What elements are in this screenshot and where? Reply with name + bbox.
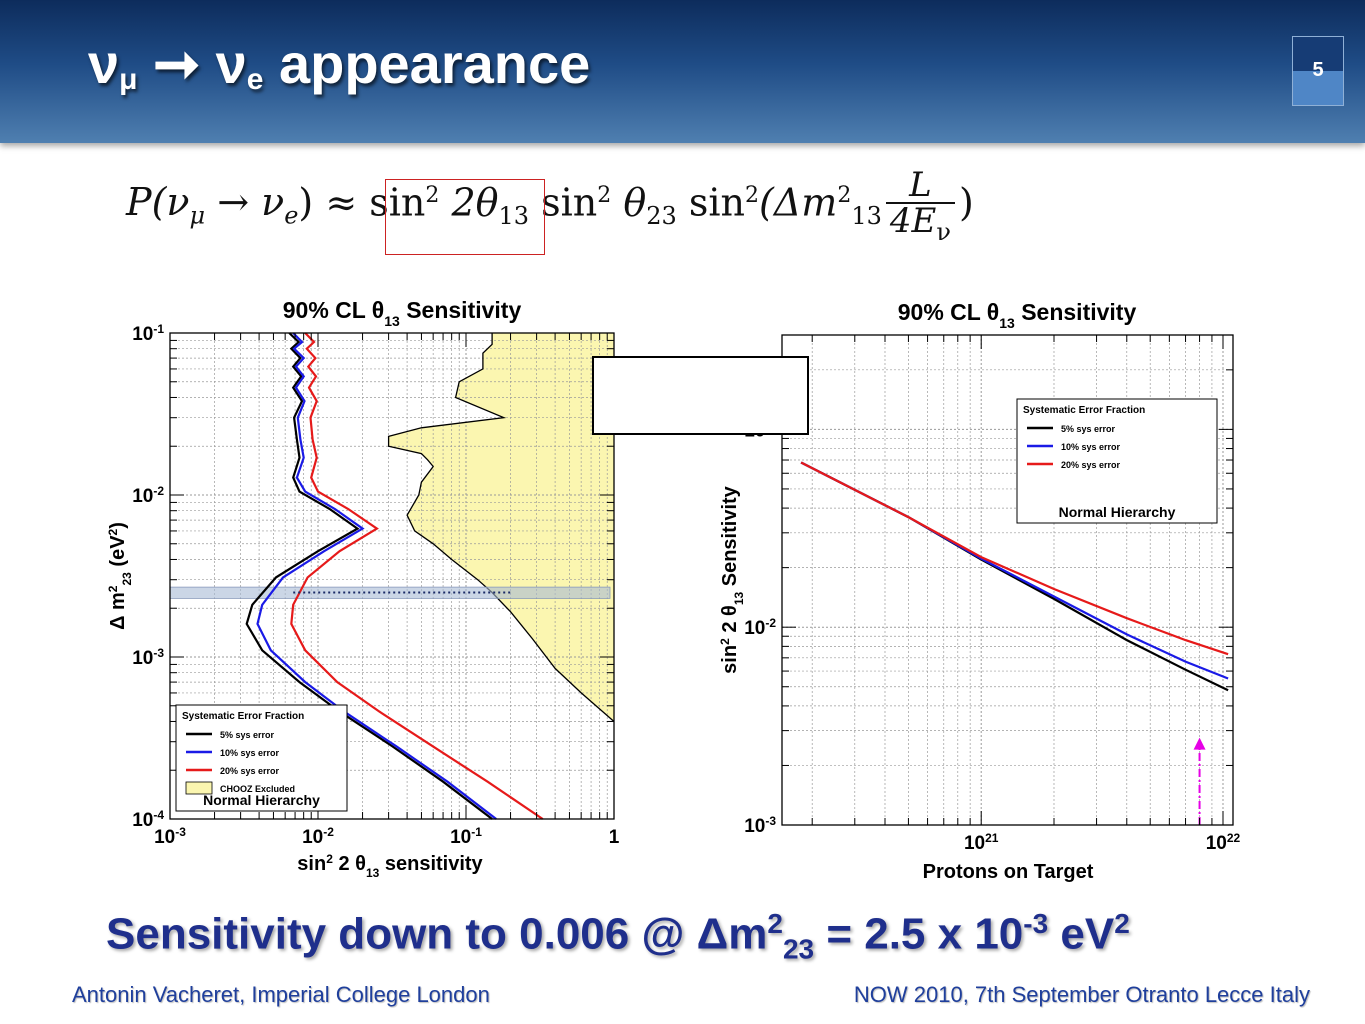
slide-header: νμ ➞ νe appearance 5 <box>0 0 1365 143</box>
formula-close: ) <box>958 180 974 225</box>
formula-t1: sin <box>369 180 426 225</box>
slide-title: νμ ➞ νe appearance <box>88 36 590 95</box>
caption-text2: = 2.5 x 10 <box>814 909 1024 959</box>
formula-fraction: L 4Eν <box>885 165 955 246</box>
legend-entry: 20% sys error <box>1061 460 1121 470</box>
series-line <box>290 332 544 820</box>
caption-sub: 23 <box>782 933 815 965</box>
chart-title: 90% CL θ13 Sensitivity <box>283 297 522 329</box>
plot-frame <box>781 334 1234 826</box>
sensitivity-caption: Sensitivity down to 0.006 @ Δm223 = 2.5 … <box>106 910 1130 963</box>
formula-frac-den-sub: ν <box>936 217 951 246</box>
y-tick-label: 10-3 <box>132 646 164 669</box>
y-axis-label: Δ m223 (eV2) <box>106 522 134 630</box>
legend-title: Systematic Error Fraction <box>1023 405 1145 416</box>
title-word: appearance <box>278 32 591 95</box>
caption-sup2: 2 <box>1114 908 1130 939</box>
title-nu2-sub: e <box>246 63 264 96</box>
formula-frac-num: L <box>909 165 932 205</box>
formula-t3: sin <box>676 180 746 225</box>
x-tick-label: 10-3 <box>154 825 186 848</box>
theta13-highlight-box <box>385 179 545 255</box>
legend-footer: Normal Hierarchy <box>203 792 320 808</box>
formula-t1b: 2θ <box>439 180 499 225</box>
legend-entry: CHOOZ Excluded <box>220 784 295 794</box>
legend: Systematic Error Fraction 5% sys error 10%… <box>175 704 348 812</box>
x-tick-label: 1021 <box>964 831 999 854</box>
caption-text: Sensitivity down to 0.006 @ Δm <box>106 909 768 959</box>
formula-t2b: θ <box>611 180 647 225</box>
caption-text3: eV <box>1048 909 1115 959</box>
formula-t2-sub: 23 <box>646 202 677 230</box>
formula-arrow: → ν <box>205 180 285 225</box>
y-axis-label: sin2 2 θ13 Sensitivity <box>718 485 746 673</box>
title-arrow-icon: ➞ <box>153 32 200 95</box>
title-nu2: ν <box>215 32 247 95</box>
legend-box <box>1016 398 1218 524</box>
y-tick-label: 10-2 <box>744 616 776 639</box>
grid <box>782 334 1233 826</box>
series-line <box>800 461 1229 656</box>
page-number: 5 <box>1312 59 1324 81</box>
y-tick-label: 10-4 <box>132 808 164 831</box>
formula-lhs-sub2: e <box>284 202 299 230</box>
chooz-excluded-region <box>388 333 614 722</box>
page-number-box: 5 <box>1292 36 1344 106</box>
pot-marker-arrow-icon <box>1193 737 1206 750</box>
x-tick-label: 10-2 <box>302 825 334 848</box>
caption-sup: 2 <box>767 908 783 939</box>
formula-approx: ) ≈ <box>298 180 370 225</box>
title-nu: ν <box>88 32 120 95</box>
x-tick-label: 10-1 <box>450 825 482 848</box>
x-tick-label: 1022 <box>1206 831 1241 854</box>
x-axis-label: Protons on Target <box>923 861 1094 883</box>
footer-conference: NOW 2010, 7th September Otranto Lecce It… <box>853 982 1310 1007</box>
legend-entry: 20% sys error <box>220 766 280 776</box>
legend-footer: Normal Hierarchy <box>1059 504 1176 520</box>
series-line <box>256 332 497 820</box>
axis-ticks <box>782 334 1233 826</box>
formula-frac-den: 4E <box>889 201 937 241</box>
formula-t3b: (Δm <box>759 180 838 225</box>
footer-author: Antonin Vacheret, Imperial College Londo… <box>72 982 490 1007</box>
chooz-swatch <box>185 781 213 795</box>
axis-ticks <box>169 332 615 820</box>
chart-title: 90% CL θ13 Sensitivity <box>898 299 1137 331</box>
x-axis-label: sin2 2 θ13 sensitivity <box>297 852 483 880</box>
legend-entry: 10% sys error <box>1061 442 1121 452</box>
formula-t3-sup: 2 <box>745 182 760 208</box>
x-tick-label: 1 <box>609 827 620 848</box>
series-line <box>245 332 493 820</box>
formula-t3-sub: 13 <box>851 202 882 230</box>
title-nu-sub: μ <box>119 63 138 96</box>
y-tick-label: 10-2 <box>132 484 164 507</box>
formula-t2: sin <box>529 180 598 225</box>
y-tick-label: 10-3 <box>744 814 776 837</box>
formula-t3-sup2: 2 <box>837 182 852 208</box>
caption-exp: -3 <box>1023 908 1049 939</box>
formula-lhs-sub: μ <box>189 202 206 230</box>
chooz-boundary-line <box>387 333 615 722</box>
plot-frame <box>169 332 615 820</box>
legend-entry: 5% sys error <box>1061 424 1116 434</box>
legend-title: Systematic Error Fraction <box>182 711 304 722</box>
y-tick-label: 10-1 <box>132 322 164 345</box>
formula-t2-sup: 2 <box>597 182 612 208</box>
formula-t1-sub: 13 <box>498 202 530 230</box>
legend-entry: 10% sys error <box>220 748 280 758</box>
oscillation-formula: P(νμ → νe) ≈ sin2 2θ13 sin2 θ23 sin2(Δm2… <box>126 168 974 244</box>
blank-overlay-box <box>592 356 809 435</box>
legend-entry: 5% sys error <box>220 730 275 740</box>
formula-lhs: P(ν <box>126 180 190 225</box>
legend: Systematic Error Fraction 5% sys error 10%… <box>1016 398 1218 524</box>
formula-t1-sup: 2 <box>425 182 440 208</box>
